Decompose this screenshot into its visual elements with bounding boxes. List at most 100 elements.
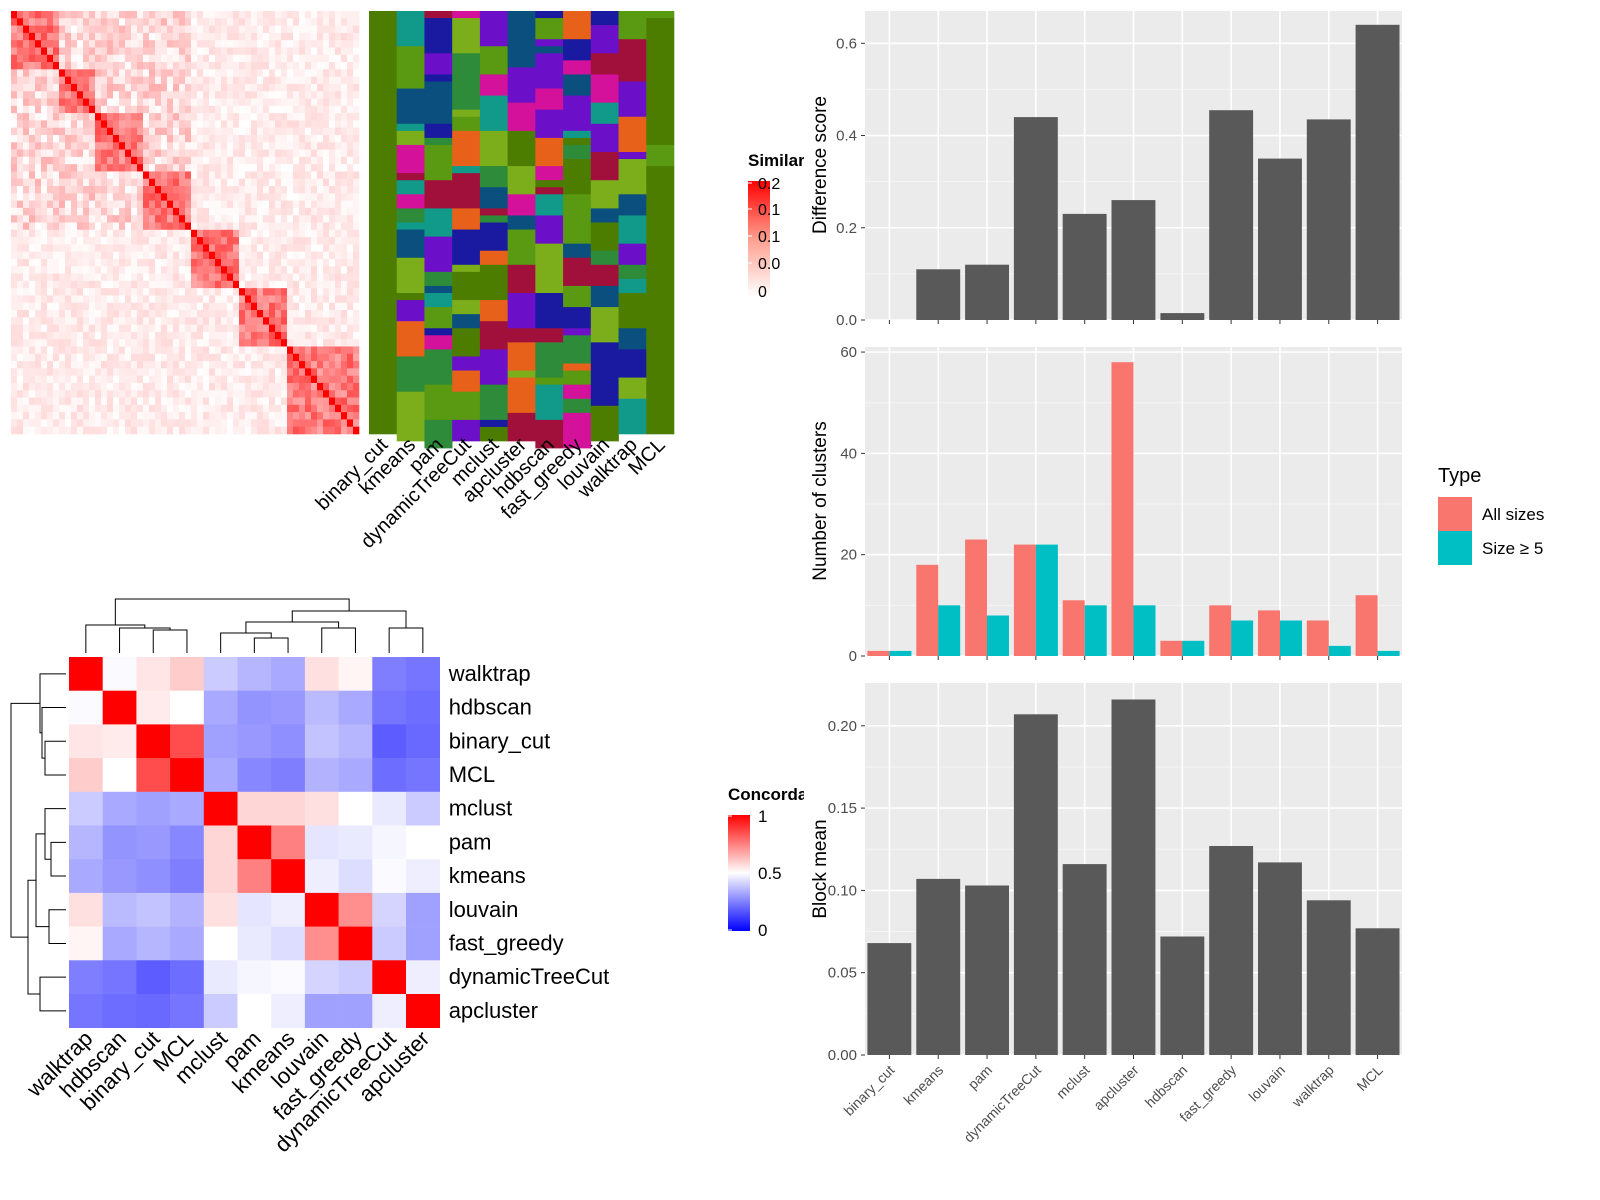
similarity-cell (191, 397, 198, 406)
similarity-cell (221, 244, 228, 252)
similarity-cell (149, 207, 156, 216)
similarity-cell (221, 186, 228, 194)
similarity-cell (275, 120, 282, 128)
similarity-cell (77, 113, 84, 121)
similarity-cell (65, 25, 72, 34)
similarity-cell (131, 419, 138, 427)
similarity-cell (215, 186, 222, 194)
similarity-cell (23, 361, 30, 369)
similarity-cell (191, 375, 198, 384)
similarity-cell (137, 251, 144, 260)
similarity-cell (245, 412, 252, 420)
similarity-cell (59, 171, 66, 180)
partition-cell (507, 215, 536, 230)
similarity-cell (119, 156, 126, 165)
similarity-cell (59, 266, 66, 274)
similarity-cell (23, 273, 30, 282)
bar-all-sizes (1258, 610, 1280, 656)
similarity-cell (41, 317, 48, 325)
similarity-cell (101, 295, 108, 304)
similarity-cell (299, 258, 306, 267)
similarity-cell (23, 54, 30, 63)
similarity-cell (155, 83, 162, 92)
similarity-cell (113, 375, 120, 384)
similarity-cell (65, 120, 72, 128)
similarity-cell (119, 412, 126, 420)
similarity-cell (35, 375, 42, 384)
similarity-cell (299, 76, 306, 85)
similarity-cell (71, 375, 78, 384)
similarity-cell (77, 120, 84, 128)
similarity-cell (353, 120, 360, 128)
similarity-cell (233, 273, 240, 282)
similarity-cell (65, 193, 72, 201)
similarity-cell (161, 11, 168, 19)
concordance-cell (271, 825, 306, 860)
similarity-cell (281, 215, 288, 223)
similarity-cell (197, 404, 204, 413)
similarity-cell (17, 207, 24, 216)
similarity-cell (197, 266, 204, 274)
similarity-cell (245, 178, 252, 187)
similarity-cell (11, 156, 18, 165)
similarity-cell (341, 222, 348, 231)
similarity-cell (305, 419, 312, 427)
partition-cell (396, 46, 425, 75)
similarity-cell (101, 404, 108, 413)
partition-cell (590, 102, 619, 125)
similarity-cell (131, 105, 138, 114)
similarity-cell (239, 426, 246, 435)
similarity-cell (287, 69, 294, 77)
similarity-cell (47, 40, 54, 48)
similarity-cell (341, 142, 348, 150)
partition-cell (563, 328, 592, 336)
similarity-cell (179, 244, 186, 252)
similarity-cell (233, 375, 240, 384)
similarity-cell (275, 47, 282, 56)
similarity-cell (65, 331, 72, 340)
similarity-cell (317, 69, 324, 77)
similarity-cell (143, 258, 150, 267)
similarity-cell (353, 193, 360, 201)
similarity-cell (137, 280, 144, 289)
similarity-cell (311, 11, 318, 19)
similarity-cell (185, 397, 192, 406)
similarity-cell (89, 83, 96, 92)
partition-cell (563, 363, 592, 371)
similarity-cell (209, 353, 216, 362)
similarity-cell (11, 244, 18, 252)
similarity-cell (59, 47, 66, 56)
similarity-cell (125, 382, 132, 391)
similarity-cell (137, 62, 144, 70)
similarity-cell (95, 375, 102, 384)
similarity-cell (23, 397, 30, 406)
similarity-cell (263, 149, 270, 158)
similarity-cell (233, 186, 240, 194)
similarity-cell (161, 113, 168, 121)
similarity-cell (323, 11, 330, 19)
similarity-cell (179, 412, 186, 420)
similarity-cell (263, 237, 270, 245)
similarity-cell (83, 412, 90, 420)
similarity-cell (305, 426, 312, 435)
partition-cell (618, 328, 647, 350)
similarity-cell (185, 156, 192, 165)
similarity-cell (305, 382, 312, 391)
similarity-cell (179, 178, 186, 187)
partition-cell (396, 321, 425, 357)
similarity-cell (317, 62, 324, 70)
similarity-cell (299, 193, 306, 201)
similarity-cell (203, 375, 210, 384)
similarity-cell (329, 229, 336, 238)
similarity-cell (275, 251, 282, 260)
concordance-cell (102, 994, 137, 1028)
similarity-cell (119, 353, 126, 362)
similarity-cell (71, 317, 78, 325)
similarity-cell (347, 222, 354, 231)
similarity-cell (323, 295, 330, 304)
similarity-cell (311, 40, 318, 48)
similarity-cell (281, 324, 288, 333)
similarity-cell (209, 404, 216, 413)
similarity-cell (227, 222, 234, 231)
similarity-cell (329, 375, 336, 384)
